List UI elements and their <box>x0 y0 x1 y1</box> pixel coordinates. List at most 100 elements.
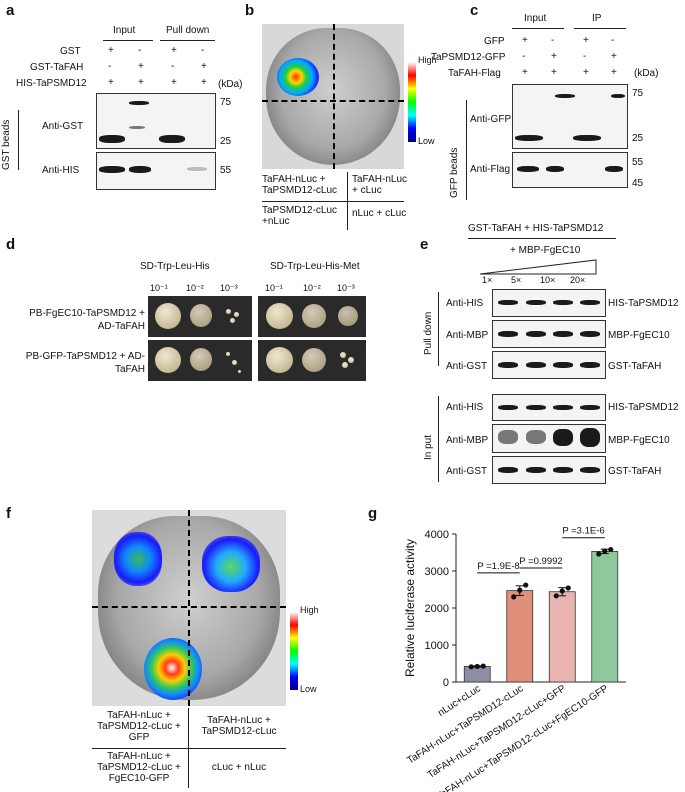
dilution: 10⁻¹ <box>150 283 168 293</box>
blot-anti-gst <box>96 93 216 149</box>
data-point <box>608 546 614 553</box>
bar-chart: 0 1000 2000 3000 4000 Relative luciferase act… <box>403 526 626 792</box>
legend-bottom-right: nLuc + cLuc <box>352 208 407 219</box>
heat-scale-bar <box>290 612 298 690</box>
mark: - <box>138 45 142 56</box>
protein-mbp-fgec10: MBP-FgEC10 <box>608 435 670 446</box>
marker-75: 75 <box>220 97 232 108</box>
scale-low: Low <box>300 684 317 694</box>
blot-pd-his <box>492 289 606 317</box>
divider-input <box>103 40 153 41</box>
blot-in-gst <box>492 456 606 484</box>
panel-label-b: b <box>245 2 255 19</box>
dilution: 10⁻³ <box>220 283 238 293</box>
group-in-put: In put <box>423 434 434 460</box>
mark: + <box>583 35 589 46</box>
mark: + <box>201 61 207 72</box>
plate-row2-medium1 <box>148 340 252 381</box>
antibody-anti-gst: Anti-GST <box>42 121 84 132</box>
protein-his-tapsmd12: HIS-TaPSMD12 <box>608 298 679 309</box>
ratio: 20× <box>570 275 586 285</box>
blot-pd-mbp <box>492 320 606 348</box>
legend-bottom-left: TaPSMD12-cLuc +nLuc <box>262 205 338 227</box>
mark: - <box>551 35 555 46</box>
y-tick-label: 0 <box>443 677 449 689</box>
data-point <box>553 593 559 599</box>
bar-2 <box>548 591 576 683</box>
data-point <box>480 663 486 669</box>
data-point <box>596 551 602 557</box>
mark: + <box>138 61 144 72</box>
marker-25: 25 <box>220 136 232 147</box>
legend-top-right: TaFAH-nLuc + cLuc <box>352 174 408 196</box>
dilution: 10⁻¹ <box>265 283 283 293</box>
y-tick-label: 3000 <box>425 566 449 578</box>
ratio: 10× <box>540 275 556 285</box>
data-point <box>559 588 565 594</box>
antibody-anti-mbp: Anti-MBP <box>446 330 489 341</box>
data-point <box>602 548 608 554</box>
leaf-image-b <box>262 24 404 169</box>
legend-top-right: TaFAH-nLuc + TaPSMD12-cLuc <box>201 715 277 737</box>
mark: + <box>201 77 207 88</box>
ratio: 5× <box>511 275 522 285</box>
y-tick-label: 2000 <box>425 603 449 615</box>
y-tick-label: 1000 <box>425 640 449 652</box>
antibody-anti-his: Anti-HIS <box>446 402 484 413</box>
row-label-his-tapsmd12: HIS-TaPSMD12 <box>16 78 87 89</box>
protein-gst-tafah: GST-TaFAH <box>608 361 662 372</box>
luminescence-spot-2 <box>202 536 260 592</box>
mark: - <box>108 61 112 72</box>
mark: + <box>611 67 617 78</box>
legend-top-left: TaFAH-nLuc + TaPSMD12-cLuc + GFP <box>97 710 181 743</box>
mark: + <box>171 77 177 88</box>
bar-1 <box>506 590 534 683</box>
marker-55: 55 <box>220 165 232 176</box>
plate-row2-medium2 <box>258 340 366 381</box>
blot-pd-gst <box>492 351 606 379</box>
e-title-line1: GST-TaFAH + HIS-TaPSMD12 <box>468 223 604 234</box>
mark: + <box>108 45 114 56</box>
header-input: Input <box>113 25 136 36</box>
mark: + <box>583 67 589 78</box>
row-label-gfp: GFP <box>484 36 505 47</box>
antibody-anti-gst: Anti-GST <box>446 361 488 372</box>
scale-high: High <box>418 55 437 65</box>
side-label-gst-beads: GST beads <box>1 119 12 170</box>
mark: - <box>611 35 615 46</box>
panel-label-g: g <box>368 505 378 522</box>
heat-scale-bar <box>408 62 416 142</box>
legend-f: TaFAH-nLuc + TaPSMD12-cLuc + GFP TaFAH-n… <box>92 708 286 792</box>
data-point <box>517 587 523 593</box>
row-label-gst-tafah: GST-TaFAH <box>30 62 84 73</box>
panel-label-f: f <box>6 505 11 522</box>
antibody-anti-flag: Anti-Flag <box>470 164 511 175</box>
mark: + <box>522 35 528 46</box>
blot-in-mbp <box>492 424 606 453</box>
divider-pulldown <box>160 40 215 41</box>
antibody-anti-gst: Anti-GST <box>446 466 488 477</box>
bar-3 <box>591 550 619 683</box>
panel-label-c: c <box>470 2 479 19</box>
header-ip: IP <box>592 13 602 24</box>
scale-low: Low <box>418 136 435 146</box>
panel-label-a: a <box>6 2 15 19</box>
protein-his-tapsmd12: HIS-TaPSMD12 <box>608 402 679 413</box>
mark: - <box>522 51 526 62</box>
marker-45: 45 <box>632 178 644 189</box>
blot-anti-his <box>96 152 216 190</box>
blot-anti-flag <box>512 152 628 188</box>
header-input: Input <box>524 13 547 24</box>
group-pull-down: Pull down <box>423 311 434 355</box>
y-axis-label: Relative luciferase activity <box>403 539 417 677</box>
row-label-tapsmd12-gfp: TaPSMD12-GFP <box>431 52 506 63</box>
antibody-anti-mbp: Anti-MBP <box>446 435 489 446</box>
antibody-anti-his: Anti-HIS <box>446 298 484 309</box>
dilution: 10⁻² <box>303 283 321 293</box>
row-label-fgec10: PB-FgEC10-TaPSMD12 + AD-TaFAH <box>29 308 145 332</box>
y-tick-label: 4000 <box>425 529 449 541</box>
significance-label: P =3.1E-6 <box>562 526 604 537</box>
e-title-line2: + MBP-FgEC10 <box>510 245 581 256</box>
plate-row1-medium1 <box>148 296 252 337</box>
data-point <box>468 664 474 670</box>
